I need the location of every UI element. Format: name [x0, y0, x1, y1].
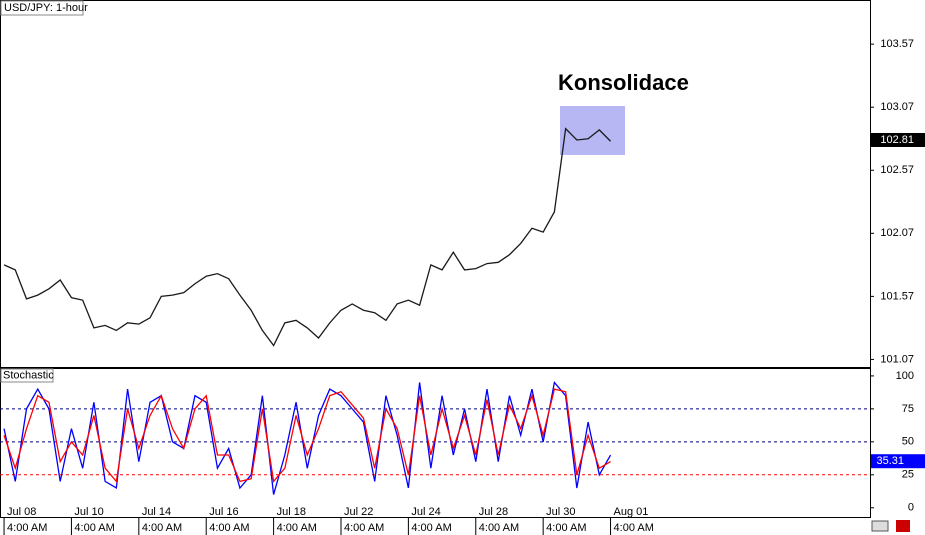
x-tick-time: 4:00 AM — [344, 522, 384, 534]
last-price-box — [871, 132, 925, 147]
x-tick-time: 4:00 AM — [277, 522, 317, 534]
stoch-panel — [0, 368, 871, 518]
price-panel — [0, 0, 871, 368]
icon[interactable] — [871, 520, 889, 532]
x-tick-label: Jul 22 — [344, 506, 373, 518]
y-tick-label: 102.57 — [880, 164, 914, 176]
x-tick-label: Aug 01 — [614, 506, 649, 518]
annotation: Konsolidace — [558, 70, 689, 95]
y-tick-label: 0 — [908, 502, 914, 514]
x-tick-label: Jul 16 — [209, 506, 238, 518]
x-tick-label: Jul 30 — [546, 506, 575, 518]
x-tick-label: Jul 28 — [479, 506, 508, 518]
last-value-label: 35.31 — [876, 455, 904, 467]
series-line — [3, 381, 612, 495]
title-box — [0, 368, 54, 383]
x-tick-time: 4:00 AM — [7, 522, 47, 534]
chart-title: USD/JPY: 1-hour — [4, 2, 88, 14]
y-tick-label: 103.07 — [880, 101, 914, 113]
y-tick-label: 102.07 — [880, 227, 914, 239]
x-tick-label: Jul 14 — [142, 506, 171, 518]
y-tick-label: 103.57 — [880, 38, 914, 50]
x-tick-label: Jul 24 — [411, 506, 440, 518]
x-tick-label: Jul 18 — [277, 506, 306, 518]
y-tick-label: 75 — [902, 403, 914, 415]
series-line — [3, 127, 612, 347]
last-value-box — [871, 454, 925, 469]
x-tick-time: 4:00 AM — [614, 522, 654, 534]
x-tick-time: 4:00 AM — [546, 522, 586, 534]
y-tick-label: 25 — [902, 469, 914, 481]
x-tick-time: 4:00 AM — [411, 522, 451, 534]
y-tick-label: 101.07 — [880, 353, 914, 365]
panel-icons — [871, 520, 910, 532]
series-line — [3, 388, 611, 483]
y-tick-label: 101.57 — [880, 290, 914, 302]
icon[interactable] — [896, 520, 910, 532]
last-price-label: 102.81 — [880, 134, 914, 146]
x-tick-label: Jul 08 — [7, 506, 36, 518]
x-tick-time: 4:00 AM — [479, 522, 519, 534]
x-tick-label: Jul 10 — [74, 506, 103, 518]
x-tick-time: 4:00 AM — [74, 522, 114, 534]
title-box — [0, 0, 84, 16]
consolidation-highlight — [560, 106, 625, 155]
y-tick-label: 100 — [896, 370, 914, 382]
x-tick-time: 4:00 AM — [209, 522, 249, 534]
indicator-title: Stochastic — [3, 369, 54, 381]
y-tick-label: 50 — [902, 436, 914, 448]
x-tick-time: 4:00 AM — [142, 522, 182, 534]
